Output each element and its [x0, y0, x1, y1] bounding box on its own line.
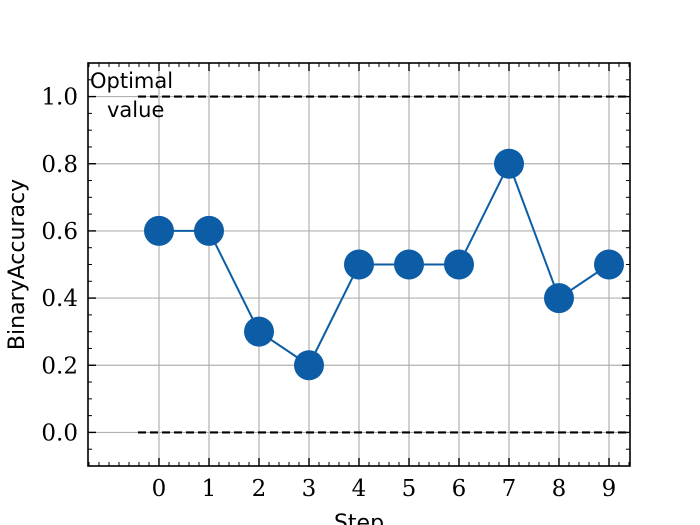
x-tick-label: 4: [352, 476, 367, 502]
y-tick-label: 0.6: [41, 219, 78, 245]
y-tick-label: 0.2: [41, 353, 78, 379]
x-axis-label: Step: [334, 511, 384, 525]
x-tick-label: 6: [452, 476, 467, 502]
annotation-line: value: [107, 98, 164, 122]
x-tick-label: 8: [552, 476, 567, 502]
x-tick-label: 9: [602, 476, 617, 502]
ticks: [88, 62, 630, 467]
data-point: [244, 316, 274, 347]
data-point: [344, 249, 374, 280]
x-tick-label: 3: [302, 476, 317, 502]
y-axis-label: BinaryAccuracy: [5, 179, 30, 350]
series: [144, 148, 624, 381]
y-tick-label: 0.4: [41, 286, 78, 312]
data-point: [594, 249, 624, 280]
y-tick-label: 0.8: [41, 152, 78, 178]
annotation-line: Optimal: [90, 69, 173, 93]
data-point: [294, 350, 324, 381]
data-point: [194, 215, 224, 246]
data-point: [544, 283, 574, 314]
data-point: [444, 249, 474, 280]
x-tick-label: 5: [402, 476, 417, 502]
data-point: [394, 249, 424, 280]
x-tick-label: 7: [502, 476, 517, 502]
tick-labels: 0 1 2 3 4 5 6 7 8 9 0.0 0.2 0.4 0.6 0.8 1.0: [41, 85, 616, 502]
series-line: [159, 161, 610, 367]
y-tick-label: 1.0: [41, 85, 78, 111]
annotations: Optimal value: [90, 69, 173, 122]
x-tick-label: 2: [252, 476, 267, 502]
reference-lines: [138, 95, 630, 434]
data-point: [144, 215, 174, 246]
y-tick-label: 0.0: [41, 420, 78, 446]
x-tick-label: 1: [202, 476, 217, 502]
x-tick-label: 0: [152, 476, 167, 502]
data-point: [494, 148, 524, 179]
